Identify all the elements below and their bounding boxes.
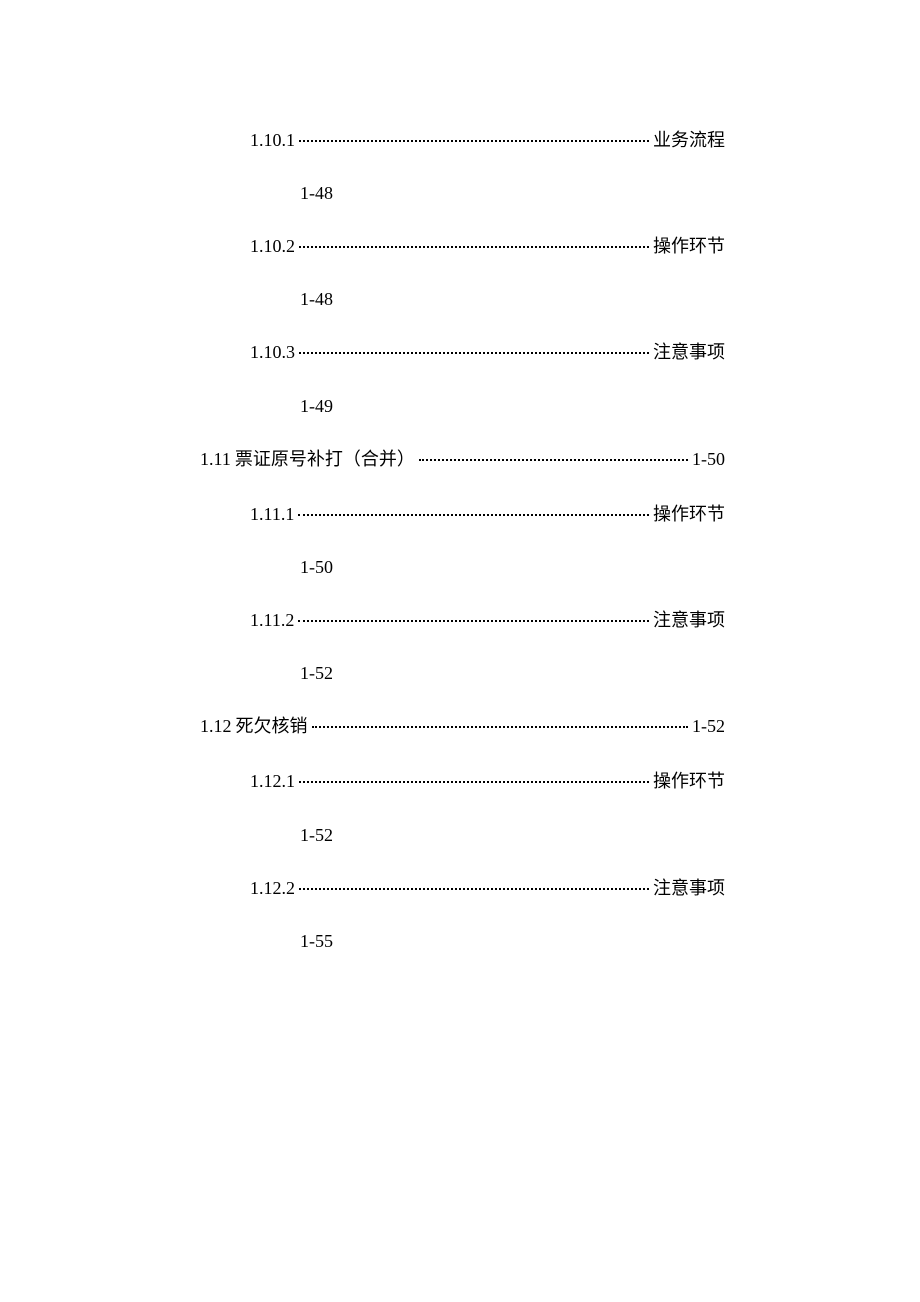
toc-entry: 1.12.2 注意事项 1-55: [200, 876, 725, 952]
toc-leader-dots: [299, 352, 649, 354]
toc-suffix: 操作环节: [653, 769, 725, 794]
toc-entry-line: 1.10.3 注意事项: [250, 340, 725, 365]
toc-suffix: 注意事项: [653, 876, 725, 901]
toc-entry: 1.12 死欠核销 1-52: [200, 714, 725, 739]
toc-entry-line: 1.12.2 注意事项: [250, 876, 725, 901]
toc-entry: 1.11.2 注意事项 1-52: [200, 608, 725, 684]
toc-number: 1.11.2: [250, 608, 294, 633]
toc-title: 票证原号补打（合并）: [235, 447, 415, 472]
toc-page: 1-48: [250, 183, 725, 204]
toc-leader-dots: [419, 459, 688, 461]
toc-container: 1.10.1 业务流程 1-48 1.10.2 操作环节 1-48 1.10.3…: [200, 128, 725, 982]
toc-title: 死欠核销: [236, 714, 308, 739]
toc-page: 1-55: [250, 931, 725, 952]
toc-suffix: 注意事项: [653, 340, 725, 365]
toc-page: 1-48: [250, 289, 725, 310]
toc-number: 1.12.1: [250, 769, 295, 794]
toc-suffix: 业务流程: [653, 128, 725, 153]
toc-entry: 1.12.1 操作环节 1-52: [200, 769, 725, 845]
toc-entry-line: 1.10.1 业务流程: [250, 128, 725, 153]
toc-number: 1.12: [200, 714, 232, 739]
toc-entry: 1.11.1 操作环节 1-50: [200, 502, 725, 578]
toc-suffix: 操作环节: [653, 502, 725, 527]
toc-suffix: 1-50: [692, 447, 725, 472]
toc-entry: 1.10.1 业务流程 1-48: [200, 128, 725, 204]
toc-number: 1.10.3: [250, 340, 295, 365]
toc-entry-line: 1.11.1 操作环节: [250, 502, 725, 527]
toc-entry-line: 1.11.2 注意事项: [250, 608, 725, 633]
toc-entry: 1.11 票证原号补打（合并） 1-50: [200, 447, 725, 472]
toc-entry: 1.10.3 注意事项 1-49: [200, 340, 725, 416]
toc-entry: 1.10.2 操作环节 1-48: [200, 234, 725, 310]
toc-entry-line: 1.12.1 操作环节: [250, 769, 725, 794]
toc-leader-dots: [298, 514, 649, 516]
toc-entry-line: 1.12 死欠核销 1-52: [200, 714, 725, 739]
toc-entry-line: 1.11 票证原号补打（合并） 1-50: [200, 447, 725, 472]
toc-leader-dots: [312, 726, 689, 728]
toc-number: 1.11.1: [250, 502, 294, 527]
toc-leader-dots: [298, 620, 649, 622]
toc-suffix: 1-52: [692, 714, 725, 739]
toc-suffix: 注意事项: [653, 608, 725, 633]
toc-number: 1.10.1: [250, 128, 295, 153]
toc-number: 1.10.2: [250, 234, 295, 259]
toc-page: 1-49: [250, 396, 725, 417]
toc-leader-dots: [299, 246, 649, 248]
toc-leader-dots: [299, 888, 649, 890]
toc-leader-dots: [299, 140, 649, 142]
toc-suffix: 操作环节: [653, 234, 725, 259]
toc-page: 1-50: [250, 557, 725, 578]
toc-page: 1-52: [250, 825, 725, 846]
toc-entry-line: 1.10.2 操作环节: [250, 234, 725, 259]
toc-leader-dots: [299, 781, 649, 783]
toc-page: 1-52: [250, 663, 725, 684]
toc-number: 1.11: [200, 447, 231, 472]
toc-number: 1.12.2: [250, 876, 295, 901]
